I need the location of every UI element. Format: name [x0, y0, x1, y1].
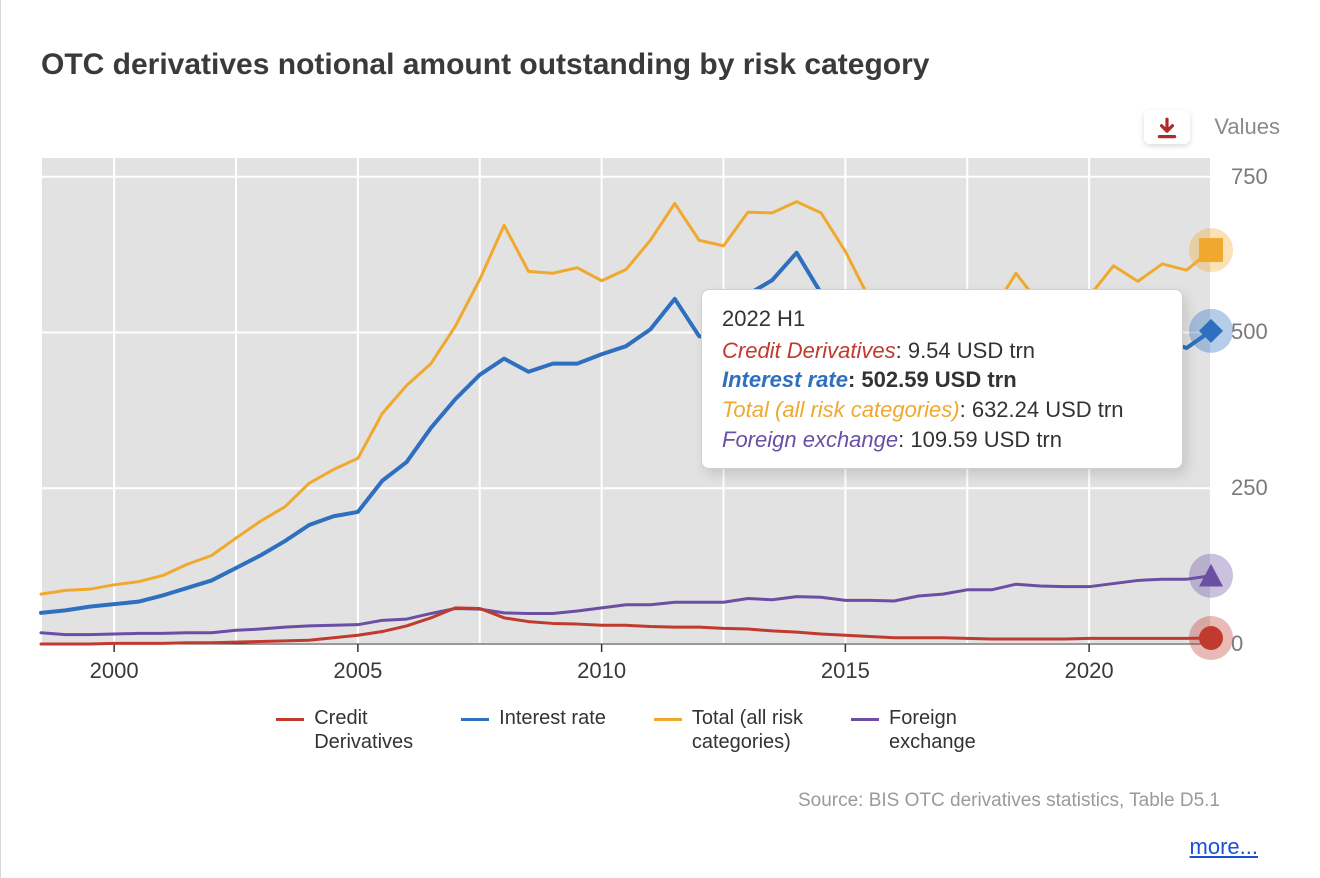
y-tick-label: 250 — [1231, 475, 1268, 501]
legend-label: Foreignexchange — [889, 706, 976, 754]
download-icon — [1154, 116, 1180, 142]
x-tick-label: 2010 — [577, 658, 626, 684]
tooltip-row-credit: Credit Derivatives: 9.54 USD trn — [722, 336, 1162, 366]
download-button[interactable] — [1144, 110, 1190, 144]
y-tick-label: 750 — [1231, 164, 1268, 190]
chart-plot-area[interactable]: 0250500750 20002005201020152020 2022 H1C… — [41, 158, 1211, 644]
chart-tooltip: 2022 H1Credit Derivatives: 9.54 USD trnI… — [701, 289, 1183, 469]
legend-item-interest[interactable]: Interest rate — [461, 706, 606, 754]
x-tick-label: 2020 — [1065, 658, 1114, 684]
chart-title: OTC derivatives notional amount outstand… — [41, 0, 1320, 82]
legend-swatch — [851, 718, 879, 721]
legend-item-credit[interactable]: CreditDerivatives — [276, 706, 413, 754]
y-tick-label: 0 — [1231, 631, 1243, 657]
tooltip-row-fx: Foreign exchange: 109.59 USD trn — [722, 425, 1162, 455]
values-label[interactable]: Values — [1214, 114, 1280, 140]
legend-label: CreditDerivatives — [314, 706, 413, 754]
legend-label: Interest rate — [499, 706, 606, 730]
tooltip-period: 2022 H1 — [722, 304, 1162, 334]
legend-item-total[interactable]: Total (all riskcategories) — [654, 706, 803, 754]
tooltip-row-total: Total (all risk categories): 632.24 USD … — [722, 395, 1162, 425]
chart-source: Source: BIS OTC derivatives statistics, … — [798, 790, 1220, 812]
legend-swatch — [276, 718, 304, 721]
legend-item-fx[interactable]: Foreignexchange — [851, 706, 976, 754]
chart-toolbar: Values — [1144, 110, 1280, 144]
x-tick-label: 2000 — [90, 658, 139, 684]
legend-swatch — [654, 718, 682, 721]
legend-label: Total (all riskcategories) — [692, 706, 803, 754]
chart-legend: CreditDerivatives Interest rate Total (all… — [41, 706, 1211, 754]
tooltip-row-interest: Interest rate: 502.59 USD trn — [722, 365, 1162, 395]
legend-swatch — [461, 718, 489, 721]
x-tick-label: 2005 — [333, 658, 382, 684]
y-tick-label: 500 — [1231, 319, 1268, 345]
more-link[interactable]: more... — [1190, 834, 1258, 860]
x-tick-label: 2015 — [821, 658, 870, 684]
